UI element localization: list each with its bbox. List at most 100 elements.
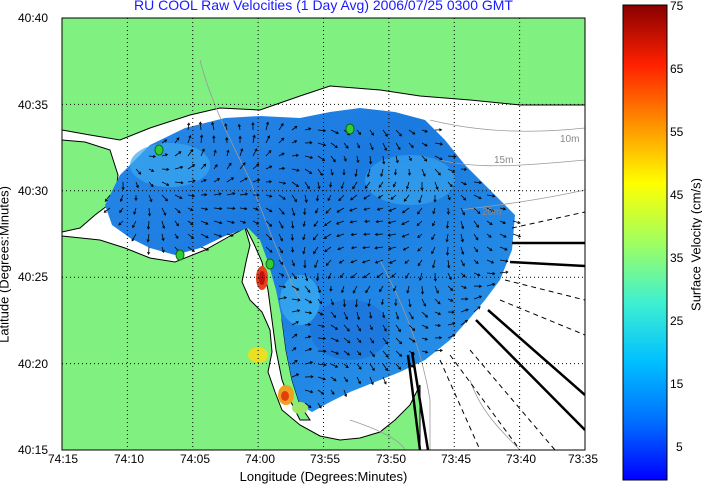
velocity-arrowhead [502, 207, 507, 211]
velocity-arrow [174, 151, 182, 157]
velocity-arrowhead [489, 222, 493, 226]
velocity-arrow [417, 233, 423, 238]
velocity-arrow [304, 168, 312, 174]
velocity-arrow [499, 259, 508, 262]
velocity-arrow [336, 220, 345, 225]
velocity-arrow [330, 311, 336, 318]
velocity-arrow [421, 324, 429, 329]
velocity-arrowhead [281, 152, 285, 156]
velocity-arrowhead [315, 210, 319, 214]
velocity-arrow [226, 177, 234, 183]
velocity-arrow [174, 137, 180, 144]
velocity-arrow [304, 324, 311, 326]
velocity-arrow [199, 122, 202, 131]
velocity-arrow [265, 135, 270, 144]
velocity-arrowhead [190, 148, 194, 153]
velocity-arrowhead [294, 140, 298, 144]
velocity-arrow [161, 233, 164, 241]
velocity-arrow [460, 285, 467, 289]
velocity-arrow [187, 233, 194, 239]
velocity-arrow [351, 233, 358, 236]
velocity-arrow [174, 194, 183, 199]
colorbar-tick: 25 [670, 314, 684, 328]
velocity-arrowhead [464, 319, 469, 323]
velocity-arrow [324, 246, 332, 253]
velocity-arrow [278, 285, 286, 288]
velocity-arrowhead [179, 165, 184, 169]
velocity-arrowhead [344, 379, 348, 383]
velocity-arrowhead [280, 250, 283, 254]
velocity-arrow [278, 194, 286, 200]
velocity-arrow [434, 298, 441, 305]
velocity-arrow [265, 207, 273, 213]
velocity-arrowhead [103, 209, 107, 213]
velocity-arrowhead [121, 187, 125, 191]
velocity-arrow [131, 233, 137, 241]
velocity-arrow [364, 220, 371, 222]
velocity-arrowhead [321, 324, 326, 328]
velocity-arrowhead [383, 147, 387, 151]
y-tick: 40:15 [18, 443, 49, 457]
velocity-arrow [119, 207, 124, 213]
velocity-arrow [239, 162, 246, 170]
velocity-arrow [434, 311, 441, 315]
velocity-arrowhead [293, 276, 297, 280]
velocity-arrowhead [212, 135, 216, 139]
velocity-arrowhead [320, 312, 324, 316]
velocity-arrowhead [323, 349, 327, 353]
velocity-arrowhead [332, 159, 336, 163]
velocity-arrowhead [424, 158, 428, 162]
velocity-arrowhead [166, 182, 170, 186]
colorbar-scale [622, 4, 668, 481]
velocity-arrowhead [345, 316, 348, 320]
velocity-arrowhead [437, 312, 442, 316]
velocity-arrow [447, 155, 456, 158]
velocity-arrowhead [309, 141, 313, 145]
velocity-arrow [352, 181, 358, 189]
velocity-arrowhead [395, 160, 399, 164]
velocity-arrowhead [418, 199, 422, 204]
velocity-arrow [161, 154, 168, 157]
velocity-arrow [460, 272, 466, 278]
velocity-arrowhead [347, 340, 351, 344]
velocity-arrow [303, 220, 306, 227]
velocity-arrow [291, 298, 300, 301]
velocity-arrow [213, 164, 218, 170]
velocity-arrow [213, 178, 220, 183]
velocity-arrow [394, 168, 397, 175]
velocity-arrowhead [334, 364, 339, 368]
velocity-arrow [401, 220, 410, 225]
velocity-arrow [174, 220, 179, 227]
velocity-arrow [252, 220, 259, 225]
velocity-arrow [213, 233, 222, 237]
velocity-arrowhead [384, 133, 388, 137]
velocity-arrowhead [327, 197, 331, 202]
x-tick: 74:15 [48, 452, 79, 466]
velocity-arrow [417, 207, 423, 215]
velocity-arrowhead [317, 289, 321, 294]
velocity-arrow [316, 194, 319, 201]
velocity-arrowhead [308, 300, 313, 304]
velocity-arrow [382, 337, 388, 345]
velocity-arrowhead [350, 275, 354, 279]
velocity-arrow [356, 129, 361, 135]
velocity-arrow [499, 220, 506, 224]
velocity-arrowhead [439, 348, 443, 353]
velocity-arrowhead [412, 131, 416, 135]
velocity-arrow [291, 194, 297, 202]
velocity-arrowhead [205, 247, 210, 251]
velocity-arrowhead [230, 177, 235, 181]
velocity-arrowhead [362, 275, 367, 279]
x-tick: 73:45 [441, 452, 472, 466]
velocity-arrowhead [349, 208, 353, 212]
velocity-arrow [381, 298, 384, 305]
velocity-arrowhead [452, 334, 456, 338]
velocity-arrow [499, 246, 508, 251]
velocity-arrowhead [333, 378, 337, 382]
velocity-arrow [302, 233, 306, 240]
velocity-arrow [350, 259, 358, 263]
velocity-arrowhead [219, 206, 223, 211]
velocity-arrowhead [307, 289, 311, 293]
velocity-arrowhead [149, 199, 153, 203]
velocity-arrowhead [138, 171, 142, 175]
